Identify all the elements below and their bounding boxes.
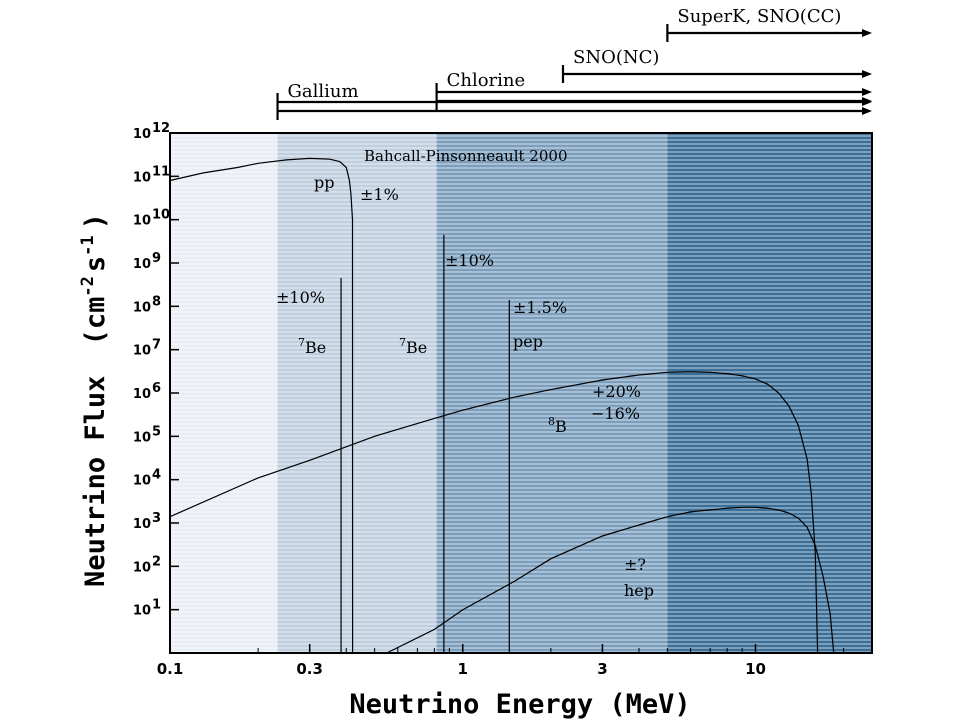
label-pp: pp [314, 173, 334, 192]
label-b8: 8B [548, 415, 567, 436]
detector-arrowhead-1 [862, 88, 872, 96]
label-pep: pep [513, 332, 543, 351]
detector-arrowhead-3 [862, 29, 872, 37]
x-tick-label-3: 3 [597, 660, 607, 678]
detector-arrowhead-2 [862, 70, 872, 78]
spectrum-curve-2 [386, 506, 835, 654]
detector-arrowhead-1 [862, 97, 872, 105]
y-tick-exponent-3: 4 [152, 468, 161, 483]
label-pep-uncertainty: ±1.5% [513, 298, 567, 317]
y-tick-exponent-7: 8 [152, 294, 161, 309]
x-tick-label-4: 10 [745, 660, 766, 678]
y-axis-label-group: Neutrino Flux (cm-2 s-1) [78, 213, 111, 587]
y-axis-units-s: s [80, 256, 111, 272]
spectrum-curve-1 [169, 371, 819, 654]
y-tick-exponent-0: 1 [152, 598, 161, 613]
x-tick-label-1: 0.3 [296, 660, 323, 678]
band-stripe-pattern [170, 135, 872, 653]
band-1 [277, 133, 437, 653]
y-tick-label-7: 10 [133, 300, 151, 315]
y-tick-label-1: 10 [133, 560, 151, 575]
spectral-lines [340, 234, 510, 653]
label-be7-b: 7Be [399, 336, 427, 357]
y-tick-exponent-11: 12 [152, 121, 170, 136]
y-axis-units-open: (cm [80, 297, 111, 346]
detector-label-2: SNO(NC) [573, 47, 659, 68]
y-tick-exponent-2: 3 [152, 511, 161, 526]
label-be7-b-text: Be [406, 338, 427, 357]
label-b8-sup: 8 [548, 415, 555, 428]
y-tick-label-9: 10 [133, 214, 151, 229]
y-tick-label-8: 10 [133, 257, 151, 272]
y-tick-label-11: 10 [133, 127, 151, 142]
label-be7-a-text: Be [305, 338, 326, 357]
y-tick-label-4: 10 [133, 430, 151, 445]
label-be7-b-uncertainty: ±10% [445, 251, 494, 270]
label-b8-text: B [555, 417, 567, 436]
y-tick-label-2: 10 [133, 517, 151, 532]
y-tick-exponent-9: 10 [152, 208, 170, 223]
detector-energy-bands [170, 133, 872, 653]
label-b8-uncertainty-down: −16% [591, 404, 640, 423]
label-b8-uncertainty-up: +20% [592, 382, 641, 401]
stripe-lines [170, 135, 872, 653]
y-tick-exponent-6: 7 [152, 338, 161, 353]
detector-threshold-arrows: Gallium Chlorine SNO(NC) SuperK, SNO(CC) [276, 6, 872, 120]
x-tick-label-0: 0.1 [157, 660, 184, 678]
x-axis-label: Neutrino Energy (MeV) [349, 689, 690, 720]
detector-arrowhead-0 [862, 107, 872, 115]
label-pp-uncertainty: ±1% [360, 185, 399, 204]
y-tick-label-3: 10 [133, 474, 151, 489]
y-tick-label-0: 10 [133, 604, 151, 619]
detector-label-1: Chlorine [447, 70, 526, 91]
y-tick-exponent-4: 5 [152, 424, 161, 439]
label-be7-b-sup: 7 [399, 336, 406, 349]
x-tick-label-2: 1 [458, 660, 468, 678]
y-tick-exponent-10: 11 [152, 164, 170, 179]
y-tick-label-5: 10 [133, 387, 151, 402]
detector-label-3: SuperK, SNO(CC) [677, 6, 841, 27]
label-hep-uncertainty: ±? [624, 555, 646, 574]
label-be7-a-uncertainty: ±10% [276, 288, 325, 307]
spectrum-curve-0 [169, 157, 354, 654]
label-hep: hep [624, 581, 654, 600]
y-axis-label: Neutrino Flux (cm-2 s-1) [78, 213, 111, 587]
y-axis-units-exp1: -2 [78, 276, 98, 296]
detector-label-0: Gallium [288, 81, 359, 102]
y-axis-label-text: Neutrino Flux [80, 376, 111, 587]
y-axis-units-exp2: -1 [78, 235, 98, 255]
continuum-spectra [169, 157, 835, 654]
y-tick-exponent-5: 6 [152, 381, 161, 396]
y-tick-label-10: 10 [133, 170, 151, 185]
y-axis-units-close: ) [80, 213, 111, 229]
y-tick-exponent-8: 9 [152, 251, 161, 266]
label-be7-a: 7Be [298, 336, 326, 357]
y-tick-label-6: 10 [133, 344, 151, 359]
label-be7-a-sup: 7 [298, 336, 305, 349]
band-3 [667, 133, 872, 653]
y-tick-exponent-1: 2 [152, 554, 161, 569]
chart-title: Bahcall-Pinsonneault 2000 [364, 147, 567, 165]
band-0 [170, 133, 278, 653]
